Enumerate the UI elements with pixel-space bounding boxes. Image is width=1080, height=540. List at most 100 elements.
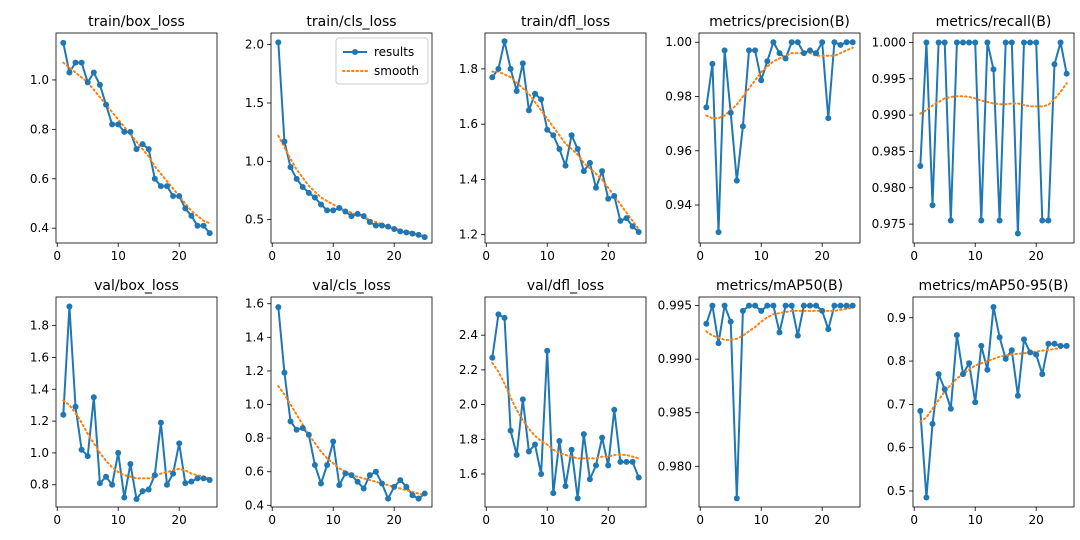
legend-results-marker — [352, 49, 358, 55]
results-point — [415, 231, 422, 238]
results-point — [145, 146, 152, 153]
results-point — [525, 448, 532, 455]
results-point — [489, 74, 496, 81]
results-point — [378, 480, 385, 487]
results-point — [752, 47, 759, 54]
y-tick-label: 1.0 — [245, 398, 264, 412]
results-point — [966, 39, 973, 46]
y-tick-label: 1.6 — [245, 297, 264, 311]
y-tick-label: 1.8 — [459, 432, 478, 446]
y-tick-label: 0.6 — [30, 172, 49, 186]
results-point — [538, 471, 545, 478]
results-point — [176, 193, 183, 200]
results-point — [206, 230, 213, 237]
plot-area — [703, 302, 856, 502]
results-point — [592, 184, 599, 191]
legend: results smooth — [335, 37, 429, 85]
results-point — [299, 184, 306, 190]
results-point — [592, 462, 599, 469]
results-point — [617, 217, 624, 224]
x-tick-label: 10 — [968, 513, 983, 527]
x-tick-label: 0 — [268, 249, 276, 263]
results-point — [556, 146, 563, 153]
subplot-8: val/dfl_loss 0 10 20 1.6 1.8 2.0 2.2 2.4 — [459, 278, 647, 527]
results-point — [281, 138, 288, 145]
results-point — [366, 472, 373, 479]
smooth-line — [62, 399, 211, 480]
results-point — [115, 121, 122, 128]
subplot-title: train/box_loss — [88, 14, 185, 30]
results-point — [275, 304, 282, 311]
results-point — [139, 141, 146, 148]
subplot-10: metrics/mAP50-95(B) 0 10 20 0.5 0.6 0.7 0.8 0.9 — [887, 278, 1075, 527]
results-point — [109, 481, 116, 488]
results-point — [176, 440, 183, 447]
results-point — [556, 438, 563, 445]
subplot-1: train/box_loss 0 10 20 0.4 0.6 0.8 1.0 — [30, 14, 218, 263]
results-point — [923, 494, 930, 501]
results-point — [776, 50, 783, 57]
results-point — [1063, 342, 1070, 349]
results-point — [287, 418, 294, 425]
y-tick-label: 1.000 — [872, 35, 906, 49]
axes-frame — [698, 32, 861, 244]
x-tick-label: 0 — [482, 513, 490, 527]
axes-frame — [912, 296, 1075, 508]
results-point — [421, 490, 428, 497]
results-point — [721, 47, 728, 54]
results-point — [843, 39, 850, 46]
axes-frame — [484, 32, 647, 244]
y-tick-label: 0.980 — [658, 459, 692, 473]
results-point — [372, 468, 379, 475]
y-tick-label: 1.0 — [30, 73, 49, 87]
results-point — [1008, 39, 1015, 46]
x-tick-label: 20 — [387, 249, 402, 263]
results-point — [825, 326, 832, 333]
results-point — [90, 69, 97, 76]
results-point — [145, 486, 152, 493]
results-point — [739, 307, 746, 314]
results-point — [372, 222, 379, 229]
results-point — [66, 303, 73, 310]
results-point — [605, 462, 612, 469]
results-point — [544, 126, 551, 133]
x-tick-label: 20 — [815, 249, 830, 263]
results-point — [819, 39, 826, 46]
results-point — [1002, 355, 1009, 362]
results-point — [574, 495, 581, 502]
results-point — [800, 50, 807, 57]
results-point — [330, 207, 337, 214]
results-point — [611, 193, 618, 200]
results-point — [703, 104, 710, 111]
results-point — [782, 55, 789, 62]
results-point — [206, 476, 213, 483]
results-point — [806, 302, 813, 309]
results-point — [623, 215, 630, 222]
results-point — [72, 403, 79, 410]
plot-area — [489, 311, 642, 502]
results-point — [849, 302, 856, 309]
results-line — [705, 41, 853, 234]
results-point — [746, 302, 753, 309]
results-point — [421, 234, 428, 241]
results-point — [996, 334, 1003, 341]
results-point — [507, 427, 514, 434]
results-point — [127, 461, 134, 468]
y-tick-label: 1.0 — [30, 446, 49, 460]
results-point — [281, 369, 288, 376]
results-point — [972, 39, 979, 46]
plot-area — [703, 39, 856, 236]
results-point — [330, 438, 337, 445]
results-point — [953, 39, 960, 46]
results-point — [519, 396, 526, 403]
results-line — [277, 306, 426, 500]
subplot-title: metrics/mAP50(B) — [716, 278, 843, 294]
results-point — [550, 490, 557, 497]
results-point — [776, 329, 783, 336]
x-tick-label: 0 — [910, 249, 918, 263]
y-tick-label: 0.4 — [30, 221, 49, 235]
y-tick-label: 2.0 — [459, 398, 478, 412]
results-point — [1039, 371, 1046, 378]
results-point — [947, 217, 954, 224]
results-point — [157, 183, 164, 190]
